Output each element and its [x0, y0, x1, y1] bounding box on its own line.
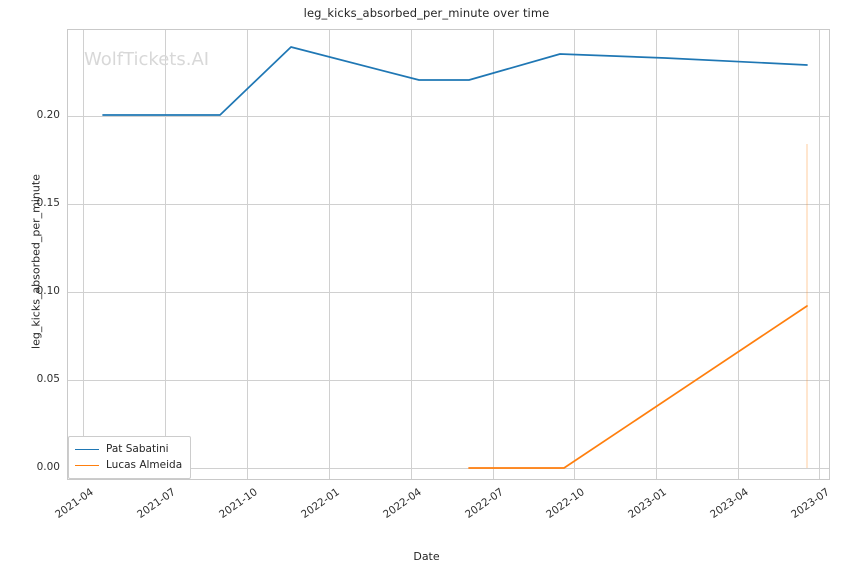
- legend-swatch-icon: [75, 448, 99, 450]
- chart-title: leg_kicks_absorbed_per_minute over time: [303, 6, 550, 20]
- x-tick-label: 2023-07: [789, 486, 832, 521]
- legend-item-lucas-almeida: Lucas Almeida: [75, 457, 182, 473]
- y-tick-label: 0.05: [36, 373, 60, 385]
- series-line-lucas-almeida: [468, 305, 808, 469]
- x-tick-label: 2022-10: [544, 486, 587, 521]
- legend-swatch-icon: [75, 464, 99, 466]
- y-tick-label: 0.00: [36, 461, 60, 473]
- x-tick-label: 2021-10: [217, 486, 260, 521]
- x-tick-label: 2023-04: [708, 486, 751, 521]
- legend-item-pat-sabatini: Pat Sabatini: [75, 441, 182, 457]
- legend-label: Pat Sabatini: [106, 443, 169, 455]
- y-tick-label: 0.10: [36, 285, 60, 297]
- x-tick-label: 2022-01: [299, 486, 342, 521]
- y-tick-label: 0.15: [36, 197, 60, 209]
- horizontal-gridlines: [68, 116, 829, 469]
- series-line-pat-sabatini: [102, 46, 808, 116]
- legend-label: Lucas Almeida: [106, 459, 183, 471]
- plot-canvas: [68, 30, 829, 479]
- y-axis-tick-labels: 0.00 0.05 0.10 0.15 0.20: [0, 0, 60, 575]
- x-tick-label: 2022-07: [463, 486, 506, 521]
- watermark-label: WolfTickets.AI: [84, 49, 210, 70]
- x-tick-label: 2023-01: [626, 486, 669, 521]
- chart-legend: Pat Sabatini Lucas Almeida: [68, 436, 192, 479]
- x-tick-label: 2022-04: [381, 486, 424, 521]
- x-tick-label: 2021-04: [53, 486, 96, 521]
- y-tick-label: 0.20: [36, 109, 60, 121]
- plot-area: WolfTickets.AI: [67, 29, 830, 480]
- x-axis-title: Date: [413, 550, 440, 563]
- x-tick-label: 2021-07: [135, 486, 178, 521]
